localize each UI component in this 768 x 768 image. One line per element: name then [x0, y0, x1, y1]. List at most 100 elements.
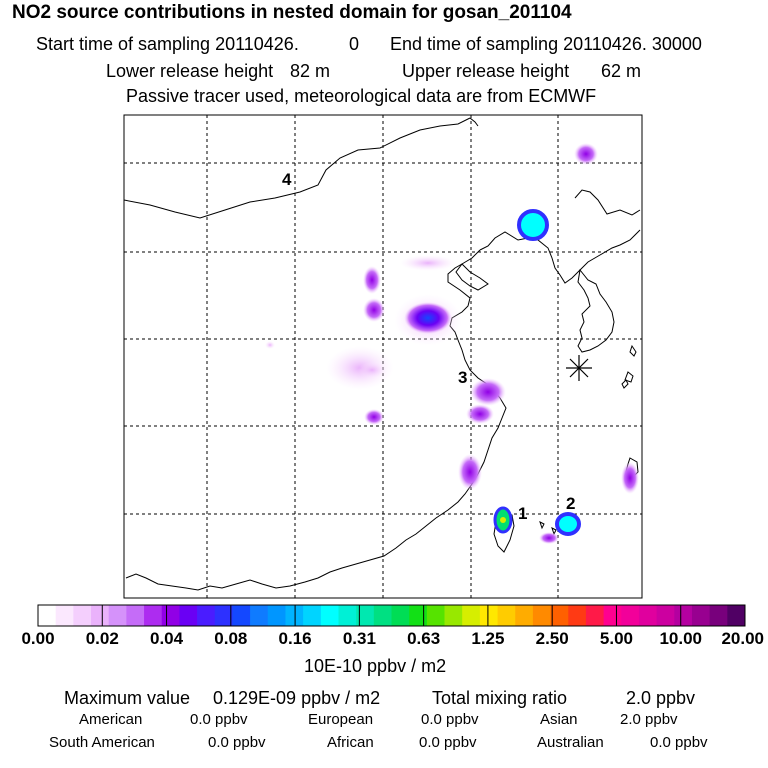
colorbar-unit: 10E-10 ppbv / m2	[304, 656, 447, 676]
colorbar-swatch	[674, 605, 693, 626]
plume-b	[363, 298, 385, 322]
colorbar-swatch	[391, 605, 410, 626]
colorbar-swatch	[303, 605, 322, 626]
upper-height-label: Upper release height	[402, 61, 570, 81]
colorbar-swatch	[108, 605, 127, 626]
tracer-note: Passive tracer used, meteorological data…	[126, 86, 597, 106]
colorbar-tick-label: 20.00	[721, 629, 764, 648]
colorbar-swatch	[709, 605, 728, 626]
end-time-label: End time of sampling 20110426. 30000	[390, 34, 702, 54]
region-value: 0.0 ppbv	[419, 734, 477, 751]
colorbar-swatch	[497, 605, 516, 626]
colorbar-swatch	[603, 605, 622, 626]
plume-northeast-core	[517, 209, 549, 241]
region-name: American	[79, 711, 143, 728]
start-time-label: Start time of sampling 20110426.	[36, 34, 299, 54]
colorbar-swatch	[267, 605, 286, 626]
colorbar-border	[37, 604, 746, 627]
upper-height-value: 62 m	[601, 61, 642, 81]
region-value: 0.0 ppbv	[650, 734, 708, 751]
colorbar-swatch	[585, 605, 604, 626]
region-name: African	[327, 734, 374, 751]
region-value: 0.0 ppbv	[421, 711, 479, 728]
region-label-1: 1	[518, 504, 528, 523]
colorbar	[37, 604, 746, 627]
plume-shanghai	[470, 378, 506, 406]
colorbar-swatch	[621, 605, 640, 626]
colorbar-swatch	[638, 605, 658, 626]
colorbar-swatch	[338, 605, 357, 626]
colorbar-swatch	[479, 605, 498, 626]
plume-coast	[458, 454, 482, 490]
region-label-3: 3	[458, 368, 468, 387]
colorbar-swatch	[568, 605, 587, 626]
start-time-hour: 0	[349, 34, 360, 54]
colorbar-swatch	[356, 605, 375, 626]
total-label: Total mixing ratio	[432, 688, 568, 708]
region-value: 0.0 ppbv	[190, 711, 248, 728]
colorbar-swatch	[179, 605, 198, 626]
colorbar-swatch	[197, 605, 216, 626]
colorbar-swatch	[214, 605, 233, 626]
plume-band-north	[400, 255, 456, 271]
plume-beijing	[404, 302, 452, 334]
max-label: Maximum value	[64, 688, 191, 708]
colorbar-swatch	[126, 605, 145, 626]
colorbar-tick-label: 0.08	[214, 629, 248, 648]
colorbar-swatch	[373, 605, 392, 626]
colorbar-swatch	[73, 605, 92, 626]
plume-sea-b	[539, 532, 559, 544]
region-name: Australian	[537, 734, 604, 751]
colorbar-swatch	[285, 605, 304, 626]
colorbar-tick-label: 2.50	[535, 629, 569, 648]
colorbar-tick-label: 0.16	[278, 629, 312, 648]
plume-central	[358, 362, 386, 378]
colorbar-swatch	[320, 605, 339, 626]
region-name: Asian	[540, 711, 578, 728]
region-label-2: 2	[566, 494, 576, 513]
colorbar-swatch	[444, 605, 463, 626]
colorbar-swatch	[426, 605, 445, 626]
plume-layer	[265, 143, 639, 544]
plume-north	[574, 143, 598, 165]
plume-west-dot	[265, 341, 275, 349]
colorbar-swatch	[515, 605, 534, 626]
colorbar-swatch	[532, 605, 551, 626]
colorbar-tick-label: 0.31	[342, 629, 376, 648]
region-value: 2.0 ppbv	[620, 711, 678, 728]
colorbar-swatch	[38, 605, 57, 626]
colorbar-swatch	[462, 605, 481, 626]
total-value: 2.0 ppbv	[626, 688, 696, 708]
plume-c	[364, 409, 384, 425]
colorbar-swatch	[691, 605, 711, 626]
colorbar-swatch	[656, 605, 675, 626]
colorbar-swatch	[161, 605, 180, 626]
colorbar-swatch	[250, 605, 269, 626]
colorbar-swatch	[727, 605, 746, 626]
colorbar-tick-label: 0.02	[85, 629, 119, 648]
plume-sea-a	[555, 512, 581, 536]
colorbar-tick-label: 1.25	[471, 629, 505, 648]
max-value: 0.129E-09 ppbv / m2	[213, 688, 381, 708]
lower-height-label: Lower release height	[106, 61, 274, 81]
map-title: NO2 source contributions in nested domai…	[12, 2, 572, 23]
star-icon	[566, 355, 592, 381]
plume-shanghai-low	[466, 404, 494, 424]
region-value: 0.0 ppbv	[208, 734, 266, 751]
region-name: European	[308, 711, 374, 728]
colorbar-tick-label: 0.63	[407, 629, 441, 648]
colorbar-swatch	[550, 605, 569, 626]
colorbar-tick-label: 0.00	[21, 629, 55, 648]
plume-a	[363, 266, 381, 294]
colorbar-tick-label: 5.00	[599, 629, 633, 648]
plume-japan	[621, 462, 639, 494]
colorbar-swatch	[409, 605, 428, 626]
colorbar-swatch	[232, 605, 251, 626]
colorbar-swatch	[91, 605, 110, 626]
region-label-4: 4	[282, 170, 292, 189]
region-name: South American	[49, 734, 155, 751]
colorbar-swatch	[55, 605, 74, 626]
colorbar-swatch	[144, 605, 163, 626]
colorbar-tick-label: 0.04	[149, 629, 184, 648]
